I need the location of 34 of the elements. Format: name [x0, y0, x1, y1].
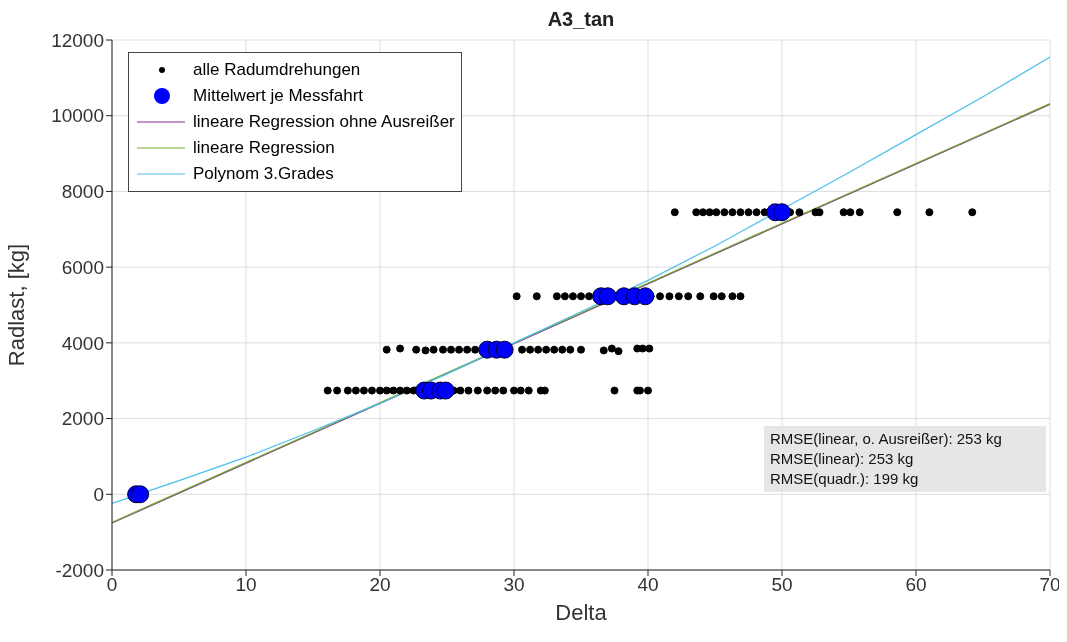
- x-tick-label: 10: [235, 574, 257, 596]
- legend-label: Polynom 3.Grades: [193, 163, 334, 185]
- x-axis-title: Delta: [555, 600, 608, 625]
- legend-label: lineare Regression: [193, 137, 335, 159]
- y-tick-label: 10000: [51, 105, 104, 127]
- y-tick-label: -2000: [55, 559, 104, 581]
- legend-label: lineare Regression ohne Ausreißer: [193, 111, 455, 133]
- annotation: RMSE(linear, o. Ausreißer): 253 kg: [770, 429, 1003, 449]
- point: [131, 485, 150, 504]
- point: [495, 340, 514, 359]
- legend-label: Mittelwert je Messfahrt: [193, 85, 364, 107]
- x-tick-label: 40: [637, 574, 659, 596]
- chart-title: A3_tan: [546, 8, 616, 31]
- y-tick-label: 0: [93, 484, 104, 506]
- annotation: RMSE(quadr.): 199 kg: [770, 469, 920, 489]
- x-tick-label: 50: [771, 574, 793, 596]
- y-tick-label: 8000: [61, 181, 104, 203]
- y-tick-label: 4000: [61, 332, 104, 354]
- x-tick-label: 70: [1039, 574, 1061, 596]
- point: [436, 381, 455, 400]
- x-tick-label: 60: [905, 574, 927, 596]
- legend-label: alle Radumdrehungen: [193, 59, 361, 81]
- y-tick-label: 2000: [61, 408, 104, 430]
- x-tick-label: 0: [106, 574, 118, 596]
- y-axis-title: Radlast, [kg]: [3, 243, 29, 367]
- x-tick-label: 20: [369, 574, 391, 596]
- x-tick-label: 30: [503, 574, 525, 596]
- y-tick-label: 12000: [51, 29, 104, 51]
- point: [598, 287, 617, 306]
- point: [636, 287, 655, 306]
- y-tick-label: 6000: [61, 256, 104, 278]
- point: [773, 203, 791, 222]
- annotation: RMSE(linear): 253 kg: [770, 449, 915, 469]
- note-box: RMSE(linear, o. Ausreißer): 253 kg RMSE(linear): 253 kg RMSE(quadr.): 199 kg: [764, 426, 1046, 492]
